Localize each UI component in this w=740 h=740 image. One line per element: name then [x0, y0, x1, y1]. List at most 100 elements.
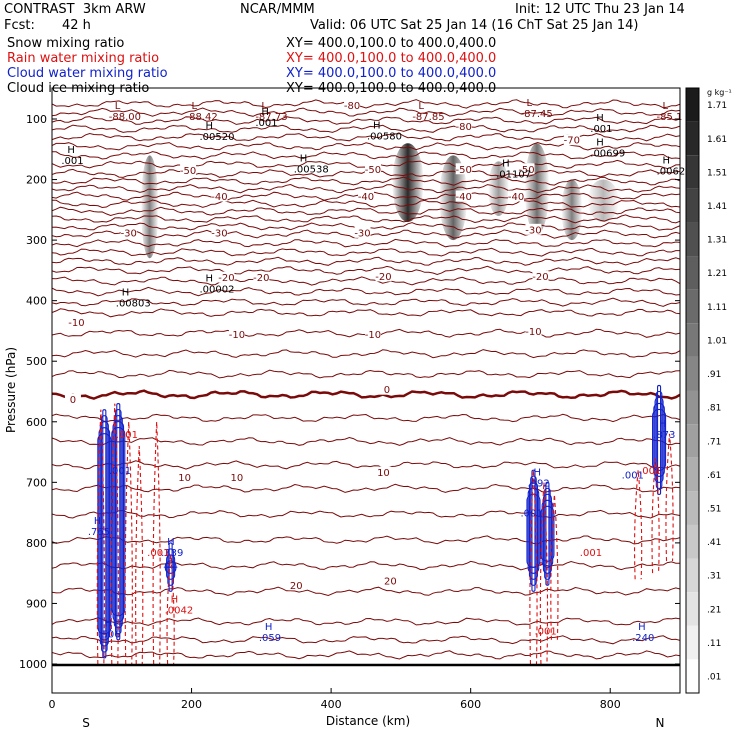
colorbar-unit: g kg⁻¹	[707, 88, 732, 97]
extremum-value: .00538	[294, 165, 329, 176]
colorbar-tick-label: .11	[707, 639, 721, 649]
rain-water-layer	[96, 403, 674, 665]
isotherm-label-bg	[375, 466, 392, 478]
rain-contour-11	[665, 433, 674, 562]
isotherm-minor	[52, 107, 680, 117]
isotherm-label: 10	[231, 473, 244, 484]
isotherm--80	[52, 99, 680, 109]
rain-contour-4	[152, 421, 161, 665]
y-tick-label: 400	[26, 295, 47, 308]
field-snow-xy: XY= 400.0,100.0 to 400.0,400.0	[286, 36, 497, 51]
isotherm-10	[52, 483, 680, 493]
cloud-water-contour-5	[655, 390, 663, 489]
colorbar-swatch	[686, 289, 699, 324]
extremum-value: .240	[632, 633, 654, 644]
cloud-water-contour-3	[526, 493, 541, 568]
isotherm-label: -30	[354, 228, 370, 239]
isotherm-0	[52, 389, 680, 400]
extremum-value: .001	[61, 156, 83, 167]
colorbar-swatch	[686, 659, 699, 693]
isotherm-minor	[52, 617, 680, 626]
extremum-symbol: H	[663, 155, 671, 166]
extremum-value: -88.42	[186, 112, 218, 123]
extremum-symbol: L	[192, 101, 198, 112]
field-rain-name: Rain water mixing ratio	[7, 51, 160, 66]
snow-column-0	[140, 155, 159, 259]
colorbar-tick-label: .41	[707, 538, 721, 548]
extremum-value: .001	[590, 124, 612, 135]
colorbar-swatch	[686, 323, 699, 357]
isotherm-label: -50	[518, 165, 534, 176]
isotherm-label: -20	[218, 273, 234, 284]
snow-column-1	[392, 143, 424, 222]
isotherm-label-bg	[228, 471, 245, 483]
isotherm--40	[52, 199, 680, 209]
isotherm-label-bg	[120, 226, 137, 238]
isotherm-label-bg	[211, 190, 228, 202]
cloud-water-contour-3	[527, 487, 540, 574]
extremum-value: .001	[147, 548, 169, 559]
extremum-value: -88.00	[109, 112, 141, 123]
y-tick-label: 200	[26, 174, 47, 187]
colorbar-swatch	[686, 121, 699, 156]
isotherm-label-bg	[364, 163, 381, 175]
colorbar-swatch	[686, 457, 699, 492]
isotherm-label: 0	[70, 395, 76, 406]
colorbar-swatch	[686, 390, 699, 425]
rain-contour-2	[124, 421, 133, 665]
colorbar-tick-label: 1.31	[707, 236, 727, 246]
colorbar-tick-label: .31	[707, 572, 721, 582]
extremum-symbol: H	[373, 120, 381, 131]
rain-contour-0	[96, 409, 105, 665]
colorbar: 1.71 1.61 1.51 1.41 1.31 1.21 1.11 1.01 .91 .81 .7…	[685, 87, 727, 694]
y-tick-label: 700	[26, 476, 47, 489]
colorbar-tick-label: .61	[707, 471, 721, 481]
extremum-value: -85.1	[657, 112, 683, 123]
init-time: Init: 12 UTC Thu 23 Jan 14	[515, 2, 685, 17]
field-cloudwater-name: Cloud water mixing ratio	[7, 66, 168, 81]
isotherm-label: -40	[211, 192, 227, 203]
isotherm-label: -10	[525, 327, 541, 338]
isotherm-label-bg	[455, 163, 472, 175]
isotherm-20	[52, 586, 680, 597]
extremum-value: .00002	[200, 285, 235, 296]
y-tick-label: 100	[26, 113, 47, 126]
colorbar-tick-label: .81	[707, 404, 721, 414]
field-snow-name: Snow mixing ratio	[7, 36, 125, 51]
isotherm-label: 20	[384, 577, 397, 588]
rain-contour-1	[110, 403, 119, 665]
cloud-water-contour-5	[657, 384, 662, 495]
isotherm-minor	[52, 256, 680, 266]
extremum-symbol: H	[300, 154, 308, 165]
extremum-value: .059	[259, 633, 281, 644]
isotherm-label-bg	[525, 325, 542, 337]
colorbar-tick-label: .91	[707, 370, 721, 380]
isotherm-minor	[52, 176, 680, 186]
colorbar-swatch	[686, 256, 699, 290]
isotherm-label: -50	[180, 166, 196, 177]
colorbar-swatch	[686, 155, 699, 189]
end-label-north: N	[656, 716, 665, 730]
extremum-symbol: H	[533, 467, 541, 478]
isotherm-minor	[52, 286, 680, 297]
extremum-symbol: H	[659, 419, 667, 430]
y-tick-label: 500	[26, 355, 47, 368]
extremum-symbol: H	[167, 537, 175, 548]
extremum-symbol: H	[122, 287, 130, 298]
isotherm-label-bg	[253, 271, 270, 283]
isotherm-minor	[52, 436, 680, 446]
field-rain-xy: XY= 400.0,100.0 to 400.0,400.0	[286, 51, 497, 66]
colorbar-swatch	[686, 222, 699, 257]
y-tick-label: 600	[26, 416, 47, 429]
isotherm-label-bg	[532, 270, 549, 282]
isotherm-label: -10	[229, 330, 245, 341]
isotherm-minor	[52, 369, 680, 379]
rain-contour-10	[651, 458, 660, 574]
extremum-value: .001	[639, 466, 661, 477]
x-tick-label: 600	[460, 698, 481, 711]
isotherm-label: -80	[344, 101, 360, 112]
snow-shading-layer	[140, 143, 619, 259]
extremum-value: .00803	[116, 298, 151, 309]
